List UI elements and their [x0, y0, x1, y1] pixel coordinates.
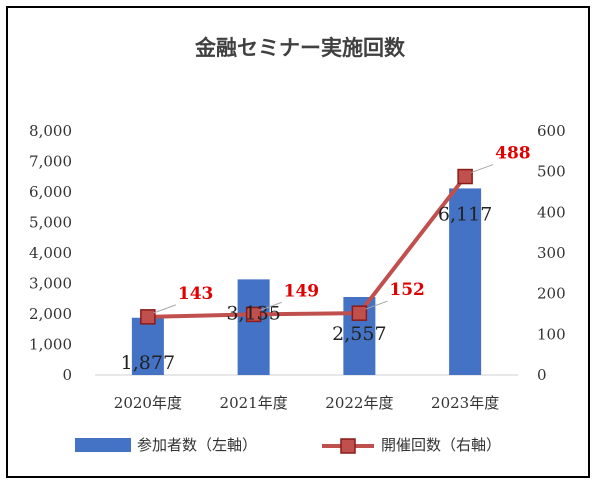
legend-swatch-bar: [75, 438, 131, 452]
line-data-label: 152: [389, 280, 425, 300]
right-axis-ticks: 0 100 200 300 400 500 600: [537, 122, 566, 384]
bar-2020年度: [131, 317, 164, 375]
left-axis-ticks: 0 1,000 2,000 3,000 4,000 5,000 6,000 7,000 8,00…: [29, 122, 72, 384]
leader-line: [259, 301, 282, 311]
chart-title: 金融セミナー実施回数: [195, 36, 405, 60]
legend-label-line: 開催回数（右軸）: [381, 436, 501, 454]
left-tick-label: 6,000: [29, 183, 72, 201]
leader-line: [153, 304, 177, 314]
leader-line: [365, 300, 388, 310]
category-label: 2020年度: [114, 394, 182, 412]
left-tick-label: 1,000: [29, 336, 72, 354]
category-label: 2022年度: [325, 394, 393, 412]
category-labels: 2020年度 2021年度 2022年度 2023年度: [114, 394, 499, 412]
line-marker-2021年度: [245, 306, 262, 323]
bar-data-label: 2,557: [332, 323, 386, 345]
line-marker-2020年度: [140, 309, 156, 325]
category-label: 2021年度: [220, 394, 288, 412]
legend-label-bar: 参加者数（左軸）: [137, 436, 257, 454]
line-data-label: 143: [178, 284, 214, 304]
right-tick-label: 400: [537, 203, 566, 221]
left-tick-label: 2,000: [29, 305, 72, 323]
right-tick-label: 100: [537, 325, 566, 343]
chart-frame: [6, 6, 590, 478]
bar-2023年度: [449, 188, 482, 375]
legend-swatch-marker: [340, 438, 356, 454]
right-tick-label: 300: [537, 244, 566, 262]
bar-series: [131, 188, 482, 375]
left-tick-label: 0: [62, 366, 72, 384]
left-tick-label: 7,000: [29, 153, 72, 171]
line-marker-2023年度: [457, 168, 473, 185]
line-path: [147, 175, 467, 319]
right-tick-label: 0: [537, 366, 547, 384]
line-marker-2022年度: [351, 305, 368, 321]
left-tick-label: 3,000: [29, 275, 72, 293]
line-data-label: 488: [495, 144, 531, 164]
right-tick-label: 200: [537, 285, 566, 303]
line-series: [140, 168, 473, 325]
bar-2021年度: [237, 279, 270, 375]
left-tick-label: 8,000: [29, 122, 72, 140]
left-tick-label: 5,000: [29, 214, 72, 232]
bar-data-label: 6,117: [438, 203, 492, 225]
right-tick-label: 500: [537, 163, 566, 181]
category-label: 2023年度: [431, 394, 499, 412]
left-tick-label: 4,000: [29, 244, 72, 262]
leader-line: [470, 164, 494, 174]
right-tick-label: 600: [537, 122, 566, 140]
legend: 参加者数（左軸） 開催回数（右軸）: [75, 436, 501, 454]
line-data-labels: 143 149 152 488: [153, 144, 531, 314]
bar-data-label: 1,877: [121, 352, 175, 374]
line-data-label: 149: [284, 281, 320, 301]
